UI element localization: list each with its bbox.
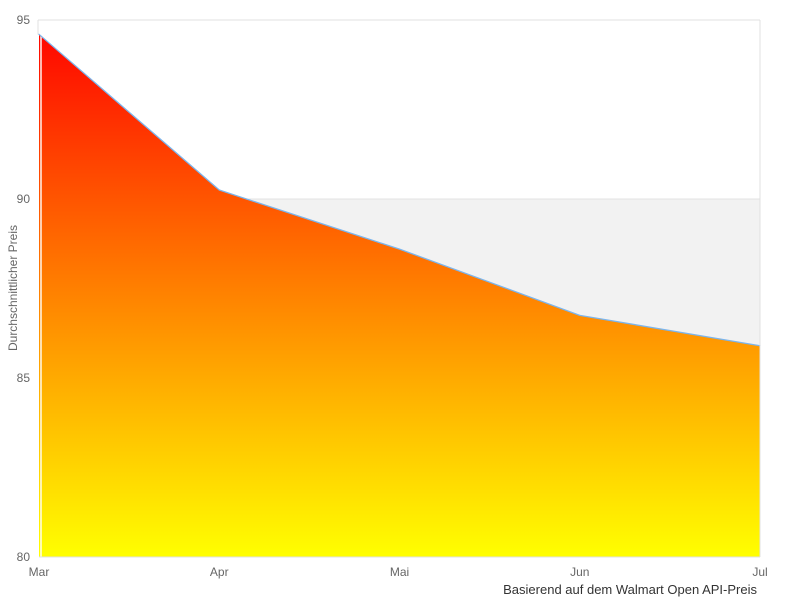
price-series-line xyxy=(38,33,761,347)
y-tick-label-80: 80 xyxy=(16,550,30,564)
x-tick-label-jul: Jul xyxy=(752,565,768,579)
chart-caption: Basierend auf dem Walmart Open API-Preis xyxy=(503,582,757,597)
x-tick-label-mai: Mai xyxy=(389,565,410,579)
y-tick-label-90: 90 xyxy=(16,192,30,206)
x-tick-label-jun: Jun xyxy=(570,565,590,579)
y-tick-label-85: 85 xyxy=(16,371,30,385)
y-axis-title: Durchschnittlicher Preis xyxy=(6,224,20,352)
y-tick-label-95: 95 xyxy=(16,13,30,27)
price-area-fill xyxy=(39,34,760,557)
x-tick-label-apr: Apr xyxy=(209,565,229,579)
x-tick-label-mar: Mar xyxy=(28,565,50,579)
